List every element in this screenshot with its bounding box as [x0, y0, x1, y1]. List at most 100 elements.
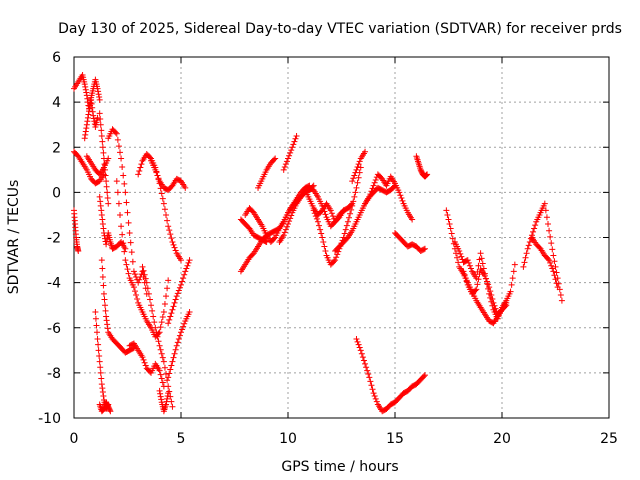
data-point: [167, 366, 174, 373]
data-point: [486, 284, 493, 291]
data-point: [550, 268, 557, 275]
data-point: [557, 292, 564, 299]
data-point: [511, 261, 518, 268]
data-point: [103, 178, 110, 185]
data-point: [114, 136, 121, 143]
data-point: [163, 401, 170, 408]
data-point: [115, 200, 122, 207]
data-point: [548, 240, 555, 247]
data-point: [342, 226, 349, 233]
axis-ticks: 0 5 10 15 20 25 -10 -8 -6 -4 -2 0 2 4 6: [38, 50, 618, 447]
data-point: [290, 141, 297, 148]
data-point: [449, 235, 456, 242]
data-point: [507, 288, 514, 295]
data-point: [149, 307, 156, 314]
data-point: [143, 279, 150, 286]
data-point: [280, 166, 287, 173]
data-point: [443, 207, 450, 214]
x-tick-label: 25: [600, 431, 618, 447]
data-point: [475, 276, 482, 283]
data-point: [157, 371, 164, 378]
y-tick-label: 0: [52, 185, 61, 201]
data-point: [182, 184, 189, 191]
data-point: [98, 132, 105, 139]
y-tick-label: 2: [52, 140, 61, 156]
data-point: [341, 230, 348, 237]
data-point: [102, 302, 109, 309]
series-s11: [98, 257, 137, 356]
data-point: [92, 308, 99, 315]
data-point: [137, 164, 144, 171]
data-point: [313, 215, 320, 222]
series-s36: [460, 266, 510, 318]
data-point: [100, 282, 107, 289]
data-point: [120, 240, 127, 247]
data-point: [543, 214, 550, 221]
data-point: [140, 267, 147, 274]
data-point: [102, 307, 109, 314]
data-point: [124, 266, 131, 273]
data-point: [131, 271, 138, 278]
data-point: [502, 303, 509, 310]
data-point: [163, 293, 170, 300]
data-point: [353, 184, 360, 191]
series-s2: [81, 96, 101, 142]
data-point: [463, 278, 470, 285]
data-point: [283, 158, 290, 165]
data-point: [316, 222, 323, 229]
data-point: [136, 276, 143, 283]
data-point: [349, 178, 356, 185]
data-point: [160, 308, 167, 315]
data-point: [358, 350, 365, 357]
data-point: [487, 288, 494, 295]
data-point: [142, 275, 149, 282]
data-point: [464, 257, 471, 264]
data-point: [157, 390, 164, 397]
data-point: [287, 149, 294, 156]
data-point: [357, 347, 364, 354]
data-point: [104, 189, 111, 196]
data-point: [158, 375, 165, 382]
data-point: [334, 251, 341, 258]
data-point: [103, 183, 110, 190]
data-point: [81, 135, 88, 142]
data-point: [351, 172, 358, 179]
data-point: [122, 189, 129, 196]
data-point: [355, 341, 362, 348]
series-s12: [126, 340, 167, 390]
data-point: [183, 265, 190, 272]
data-point: [354, 179, 361, 186]
grid-lines: [74, 57, 609, 418]
data-point: [97, 121, 104, 128]
data-point: [545, 255, 552, 262]
data-point: [106, 407, 113, 414]
data-point: [272, 155, 279, 162]
data-point: [165, 320, 172, 327]
data-point: [554, 284, 561, 291]
data-point: [153, 169, 160, 176]
data-point: [122, 245, 129, 252]
data-point: [100, 155, 107, 162]
data-point: [280, 232, 287, 239]
data-point: [157, 393, 164, 400]
data-point: [492, 305, 499, 312]
data-point: [101, 296, 108, 303]
data-point: [287, 215, 294, 222]
data-point: [520, 263, 527, 270]
data-point: [171, 299, 178, 306]
data-point: [160, 200, 167, 207]
data-point: [372, 176, 379, 183]
data-point: [161, 364, 168, 371]
data-point: [158, 319, 165, 326]
x-tick-label: 15: [386, 431, 404, 447]
data-point: [448, 230, 455, 237]
data-point: [82, 131, 89, 138]
data-point: [170, 241, 177, 248]
data-point: [139, 354, 146, 361]
data-point: [355, 161, 362, 168]
data-point: [123, 199, 130, 206]
data-point: [102, 166, 109, 173]
data-point: [456, 248, 463, 255]
data-point: [365, 371, 372, 378]
data-point: [327, 207, 334, 214]
